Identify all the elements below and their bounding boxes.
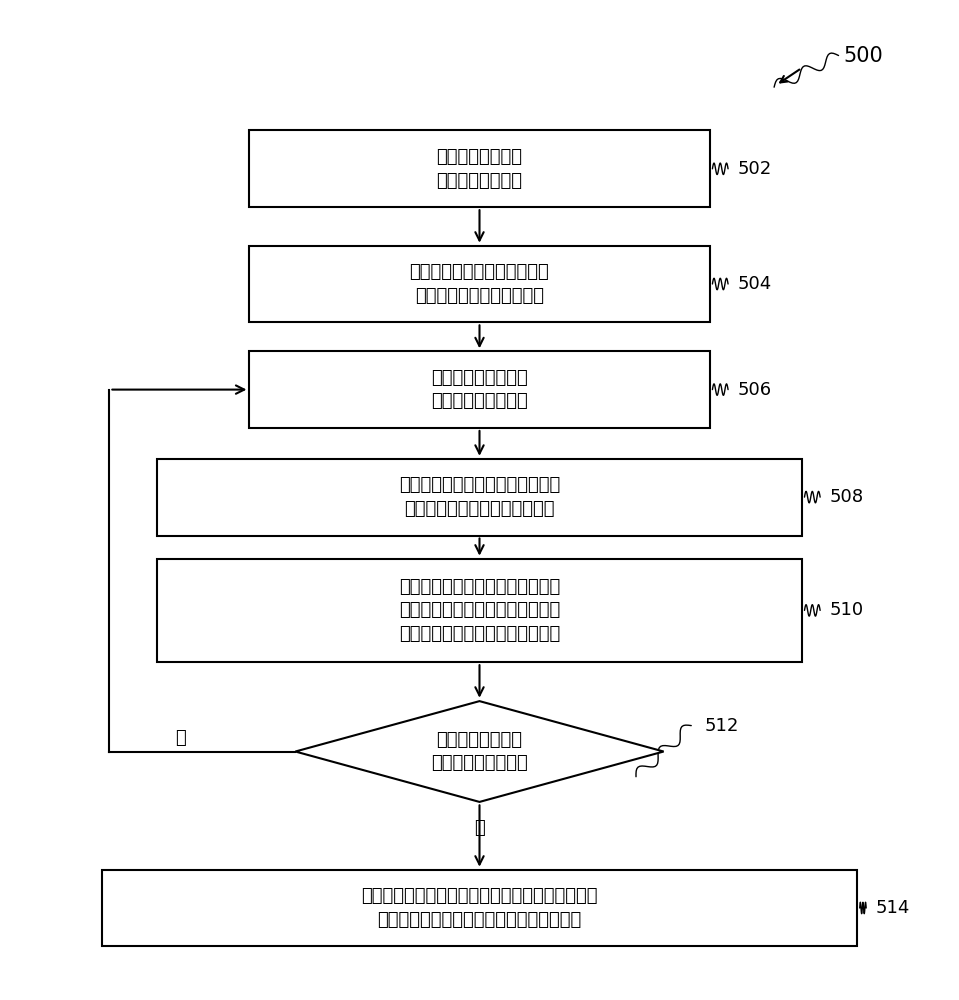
Text: 否: 否 [175, 729, 186, 747]
Text: 是: 是 [474, 819, 485, 837]
Bar [249, 351, 710, 428]
Text: 510: 510 [830, 601, 863, 619]
Bar [157, 559, 802, 662]
Text: 接收与风电场对应
的环境和操作信息: 接收与风电场对应 的环境和操作信息 [436, 148, 523, 190]
Text: 接收与尾流参数中的
至少一些对应的新值: 接收与尾流参数中的 至少一些对应的新值 [432, 369, 527, 410]
Text: 508: 508 [830, 488, 863, 506]
Text: 512: 512 [705, 717, 739, 735]
Bar [249, 246, 710, 322]
Bar [102, 870, 857, 946]
Bar [157, 459, 802, 536]
Text: 基于新值和操作信息，从风力涅轮
识别互相作用的风力涅轮的新组: 基于新值和操作信息，从风力涅轮 识别互相作用的风力涅轮的新组 [399, 476, 560, 518]
Text: 基于一个或更多个历史尾流模型、
新值、和操作信息，为互相作用的
风力涅轮开发场水平预测尾流模型: 基于一个或更多个历史尾流模型、 新值、和操作信息，为互相作用的 风力涅轮开发场水… [399, 578, 560, 643]
Polygon shape [295, 701, 664, 802]
Text: 500: 500 [843, 46, 883, 66]
Text: 场水平模型的预测
能力是否令人满意？: 场水平模型的预测 能力是否令人满意？ [432, 731, 527, 772]
Text: 514: 514 [876, 899, 910, 917]
Bar [249, 130, 710, 207]
Text: 502: 502 [737, 160, 772, 178]
Text: 504: 504 [737, 275, 772, 293]
Text: 506: 506 [737, 381, 771, 399]
Text: 接收用于风力涅轮的参考组的
一个或更多个历史尾流模型: 接收用于风力涅轮的参考组的 一个或更多个历史尾流模型 [409, 263, 550, 305]
Text: 基于场水平预测尾流模型，调整至少用于互相作用
的风力涅轮的新组的一个或更多个控制设置: 基于场水平预测尾流模型，调整至少用于互相作用 的风力涅轮的新组的一个或更多个控制… [362, 887, 597, 929]
